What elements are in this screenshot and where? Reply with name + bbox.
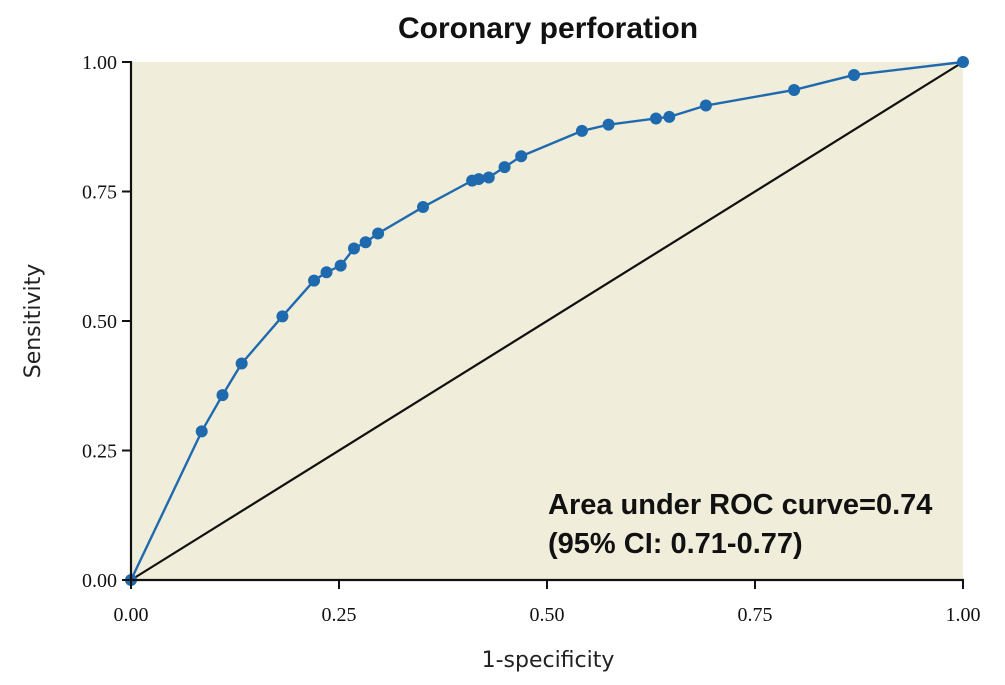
roc-point [276,310,289,323]
roc-point [308,274,321,287]
reference-line [130,61,964,581]
x-tick-label: 0.75 [738,604,773,626]
roc-point [649,112,662,125]
ticks-layer: 0.00 0.25 0.50 0.75 1.00 0.00 0.25 0.50 0.75 1.00 [82,52,981,626]
y-tick-label: 0.75 [82,182,117,204]
roc-point [482,171,495,184]
auc-annotation-line2: (95% CI: 0.71-0.77) [548,528,803,560]
roc-point [320,266,333,279]
roc-point [498,161,511,174]
roc-point [602,118,615,131]
roc-point [663,110,676,123]
y-axis-label: Sensitivity [21,264,46,379]
y-tick-label: 0.00 [82,570,117,592]
x-tick-label: 0.00 [114,604,149,626]
roc-point [417,201,430,214]
roc-point [788,83,801,96]
roc-point [372,227,385,240]
roc-point [515,150,528,163]
roc-point [957,56,969,68]
x-axis-label: 1-specificity [482,648,615,673]
y-tick-label: 0.25 [82,441,117,463]
y-tick-label: 0.50 [82,311,117,333]
y-tick-label: 1.00 [82,52,117,74]
auc-annotation-line1: Area under ROC curve=0.74 [548,489,932,521]
roc-point [699,99,712,112]
reference-line-layer [130,61,964,581]
chart-title: Coronary perforation [398,12,698,45]
roc-point [359,236,372,249]
roc-point [347,242,360,255]
x-tick-label: 0.50 [530,604,565,626]
roc-point [195,425,208,438]
x-tick-label: 0.25 [322,604,357,626]
roc-point [216,389,229,402]
roc-point [472,173,485,186]
x-tick-label: 1.00 [946,604,981,626]
roc-point [848,68,861,81]
roc-point [575,124,588,137]
roc-point [235,357,248,370]
roc-point [334,259,347,272]
